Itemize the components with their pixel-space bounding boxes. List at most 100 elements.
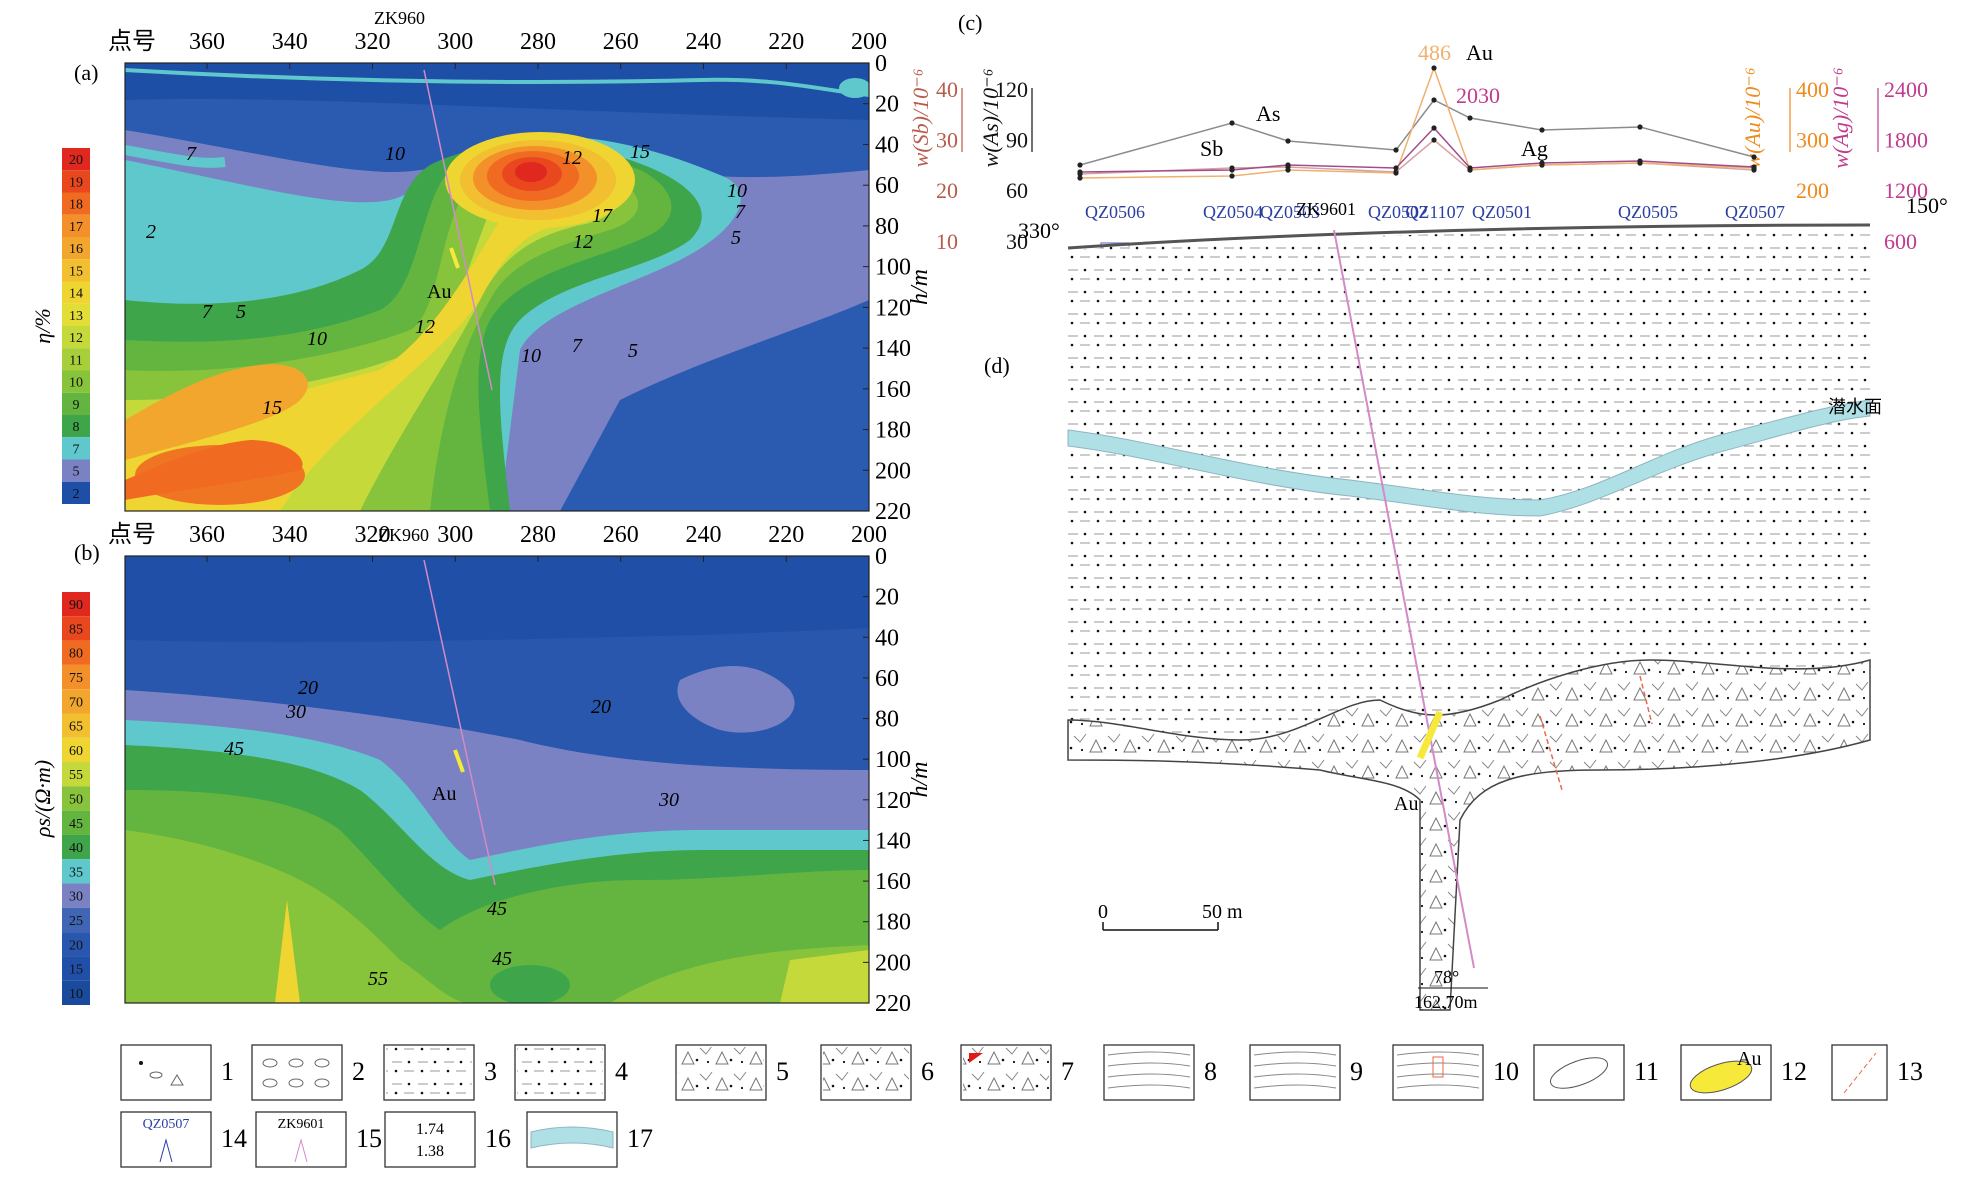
panel-a-contour-label: 12 xyxy=(415,316,435,338)
geochem-point-ag xyxy=(1285,162,1291,168)
legend-sample-val-bot: 1.38 xyxy=(416,1143,444,1160)
panel-a-x-tick: 340 xyxy=(272,29,308,55)
geochem-axis-tick: 10 xyxy=(936,229,958,254)
panel-a-colorbar-swatch xyxy=(62,392,90,415)
panel-b-colorbar-tick: 25 xyxy=(69,914,83,929)
panel-b-colorbar-tick: 50 xyxy=(69,793,83,808)
panel-a-contour-label: 5 xyxy=(236,301,246,323)
panel-a-colorbar-swatch xyxy=(62,170,90,193)
panel-b-y-label: h/m xyxy=(907,762,933,798)
panel-a-colorbar-tick: 19 xyxy=(69,175,83,190)
geochem-point-sb xyxy=(1431,137,1437,143)
panel-a-contour-label: 17 xyxy=(592,205,613,227)
panel-b-contour-label: 45 xyxy=(487,898,507,920)
panel-b-y-tick: 220 xyxy=(875,991,911,1017)
panel-a-label: (a) xyxy=(74,60,98,85)
panel-a-colorbar-tick: 15 xyxy=(69,264,83,279)
geochem-point-au xyxy=(1285,167,1291,173)
panel-a-contour-label: 5 xyxy=(731,227,741,249)
geochem-axis-tick: 400 xyxy=(1796,77,1829,102)
borehole-label: QZ0506 xyxy=(1085,202,1145,222)
geochem-point-ag xyxy=(1229,167,1235,173)
panel-b-colorbar-tick: 70 xyxy=(69,695,83,710)
geochem-axis-tick: 600 xyxy=(1884,229,1917,254)
geochem-point-ag xyxy=(1077,169,1083,175)
panel-a-contour-label: 7 xyxy=(735,201,746,223)
panel-b-ore-label: Au xyxy=(432,783,456,805)
panel-a-y-tick: 60 xyxy=(875,173,899,199)
panel-a-colorbar-swatch xyxy=(62,481,90,504)
panel-b-colorbar-swatch xyxy=(62,616,90,641)
panel-a-colorbar-swatch xyxy=(62,192,90,215)
legend-number: 8 xyxy=(1204,1057,1217,1086)
geochem-point-ag xyxy=(1431,125,1437,131)
panel-b-colorbar-swatch xyxy=(62,592,90,617)
panel-b-colorbar-tick: 80 xyxy=(69,647,83,662)
geochem-point-as xyxy=(1467,115,1473,121)
legend-symbol xyxy=(386,1047,472,1098)
geochem-point-au xyxy=(1229,173,1235,179)
legend-symbol xyxy=(1396,1051,1480,1089)
ground-surface xyxy=(1067,223,1871,250)
panel-b-colorbar-tick: 40 xyxy=(69,841,83,856)
panel-b-colorbar-tick: 85 xyxy=(69,622,83,637)
panel-a-contour-label: 7 xyxy=(572,335,583,357)
panel-b-colorbar-swatch xyxy=(62,640,90,665)
panel-b-x-tick: 220 xyxy=(768,522,804,548)
geochem-point-au xyxy=(1393,170,1399,176)
panel-a-colorbar-swatch xyxy=(62,214,90,237)
legend-symbol: 1.74 1.38 xyxy=(416,1121,444,1160)
legend-symbol: Au xyxy=(1689,1048,1761,1094)
geochem-point-as xyxy=(1637,124,1643,130)
profile-ore-label: Au xyxy=(1394,793,1418,815)
profile-drill-dip: 78° xyxy=(1434,967,1459,987)
legend-number: 7 xyxy=(1061,1057,1074,1086)
panel-a-x-tick: 200 xyxy=(851,29,887,55)
legend-symbol xyxy=(963,1047,1049,1098)
geochem-axis-label: w(Sb)/10⁻⁶ xyxy=(908,69,933,168)
panel-a-x-title: 点号 xyxy=(108,28,156,55)
geochem-point-as xyxy=(1539,127,1545,133)
borehole-label: QZ0505 xyxy=(1618,202,1678,222)
legend-box xyxy=(1831,1044,1888,1101)
panel-a-colorbar-tick: 17 xyxy=(69,220,83,235)
geochem-point-ag xyxy=(1467,165,1473,171)
panel-b-y-tick: 60 xyxy=(875,666,899,692)
panel-a-colorbar-tick: 20 xyxy=(69,153,83,168)
panel-a-y-tick: 200 xyxy=(875,458,911,484)
panel-a-colorbar-tick: 10 xyxy=(69,376,83,391)
scale-zero: 0 xyxy=(1098,901,1108,923)
panel-a-x-tick: 320 xyxy=(355,29,391,55)
panel-b-colorbar-tick: 65 xyxy=(69,720,83,735)
legend-number: 11 xyxy=(1634,1057,1659,1086)
legend-number: 12 xyxy=(1781,1057,1807,1086)
panel-a-colorbar-tick: 16 xyxy=(69,242,83,257)
panel-a-contour-label: 7 xyxy=(202,301,213,323)
panel-b-y-tick: 40 xyxy=(875,625,899,651)
legend-symbol xyxy=(678,1047,764,1098)
panel-a-contour-label: 12 xyxy=(562,147,582,169)
scale-label: 50 m xyxy=(1202,901,1243,923)
legend-symbol xyxy=(1550,1057,1608,1089)
legend-sample-zk: ZK9601 xyxy=(278,1117,325,1132)
panel-a-colorbar-swatch xyxy=(62,415,90,438)
panel-b-x-tick: 320 xyxy=(355,522,391,548)
legend-symbol xyxy=(1107,1051,1191,1089)
legend-number: 9 xyxy=(1350,1057,1363,1086)
legend-box xyxy=(120,1111,212,1168)
panel-b-colorbar-swatch xyxy=(62,980,90,1005)
legend-number: 14 xyxy=(221,1124,247,1153)
panel-a-drill-label: ZK960 xyxy=(374,8,425,28)
profile-azimuth-right: 150° xyxy=(1906,193,1948,218)
legend-symbol: ZK9601 xyxy=(278,1117,325,1163)
legend-symbol xyxy=(530,1126,614,1149)
panel-a-colorbar-tick: 8 xyxy=(73,420,80,435)
legend-sample-au: Au xyxy=(1737,1048,1761,1070)
panel-a-colorbar-tick: 18 xyxy=(69,198,83,213)
panel-b-contour-label: 20 xyxy=(591,696,611,718)
panel-a-contour-label: 12 xyxy=(573,231,593,253)
panel-a-colorbar-swatch xyxy=(62,237,90,260)
panel-a-contour-label: 15 xyxy=(262,397,282,419)
legend-number: 10 xyxy=(1493,1057,1519,1086)
panel-a-colorbar-swatch xyxy=(62,259,90,282)
